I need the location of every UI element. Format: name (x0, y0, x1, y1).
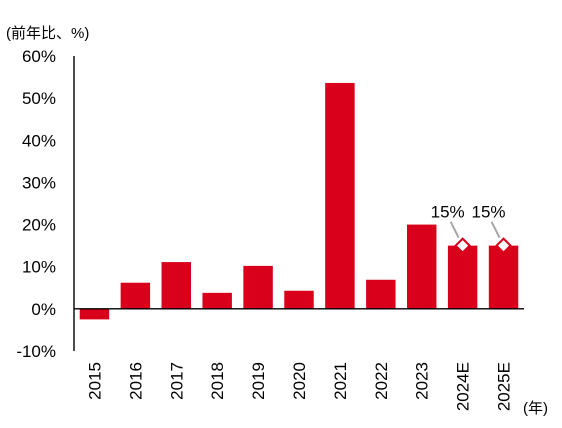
x-tick-label: 2021 (331, 362, 350, 400)
y-tick-label: 30% (22, 173, 56, 192)
x-tick-label: 2017 (167, 362, 186, 400)
x-tick-label: 2022 (372, 362, 391, 400)
bar-2025E (488, 245, 519, 309)
forecast-annotations: 15% 15% (431, 203, 512, 255)
bar-2017 (161, 262, 191, 309)
bar-2020 (284, 290, 314, 309)
y-tick-label: 40% (22, 131, 56, 150)
forecast-diamond-marker (495, 237, 512, 255)
y-tick-label: 10% (22, 258, 56, 277)
x-tick-label: 2020 (290, 362, 309, 400)
annotation-label: 15% (472, 203, 506, 222)
x-tick-label: 2023 (413, 362, 432, 400)
x-tick-label: 2016 (126, 362, 145, 400)
bar-2024E (447, 245, 478, 309)
bar-2019 (243, 265, 273, 309)
bar-2015 (79, 308, 110, 320)
bar-2023 (407, 224, 437, 309)
annotation-leader-line (449, 221, 460, 239)
forecast-diamond-marker (454, 237, 472, 255)
annotation-leader-line (490, 221, 501, 239)
x-axis-unit-label: (年) (523, 400, 548, 417)
y-tick-label: 20% (22, 216, 56, 235)
x-tick-label: 2019 (249, 362, 268, 400)
x-tick-label: 2015 (85, 362, 104, 400)
y-axis-unit-label: (前年比、%) (6, 25, 89, 42)
x-tick-label: 2025E (495, 362, 514, 411)
x-tick-label: 2018 (208, 362, 227, 400)
bar-2022 (366, 279, 396, 309)
x-axis-ticks: 2015 2016 2017 2018 2019 2020 2021 2022 2023 2024… (85, 362, 513, 411)
bar-2021 (325, 82, 355, 309)
bars (79, 82, 519, 320)
y-tick-label: 0% (31, 300, 56, 319)
annotation-label: 15% (431, 203, 465, 222)
y-tick-label: -10% (16, 342, 56, 361)
y-tick-label: 50% (22, 89, 56, 108)
bar-2016 (120, 282, 151, 309)
x-tick-label: 2024E (454, 362, 473, 411)
y-tick-label: 60% (22, 47, 56, 66)
bar-2018 (202, 292, 232, 309)
y-axis-ticks: -10% 0% 10% 20% 30% 40% 50% 60% (16, 47, 56, 361)
